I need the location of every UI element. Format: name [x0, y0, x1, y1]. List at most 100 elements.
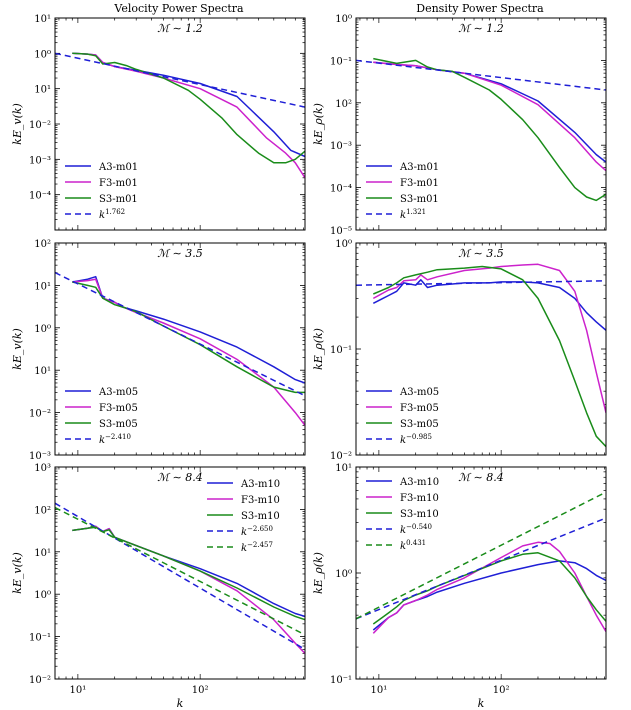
- legend-entry-s3-m01: S3-m01: [99, 194, 138, 205]
- series-line-s3-m05: [72, 281, 305, 394]
- panel-density-m8: 10¹ 10⁰ 10⁻¹ 10¹ 10² k kE_ρ(k) ℳ ∼ 8.4 A3-m10 F3-…: [312, 463, 607, 710]
- series-line-k-1-762: [55, 52, 305, 108]
- series-line-s3-m05: [373, 265, 606, 448]
- legend-entry-k-1-762: k1.762: [99, 208, 125, 221]
- y-axis-label: kE_v(k): [11, 103, 24, 145]
- y-tick-label: 10⁻¹: [330, 345, 352, 356]
- legend-entry-a3-m10: A3-m10: [399, 477, 439, 488]
- y-tick-label: 10⁻³: [29, 451, 51, 462]
- plot-frame: [355, 242, 607, 456]
- panel-mach-label: ℳ ∼ 8.4: [157, 471, 202, 484]
- col-title-density: Density Power Spectra: [416, 2, 544, 15]
- y-tick-label: 10⁻⁴: [29, 191, 51, 202]
- legend-entry-k-2-410: k−2.410: [99, 433, 131, 446]
- y-tick-label: 10⁰: [34, 324, 51, 335]
- y-tick-label: 10⁰: [335, 239, 352, 250]
- y-tick-label: 10⁰: [34, 49, 51, 60]
- series-line-k-0-431: [356, 491, 606, 620]
- y-tick-label: 10⁻²: [29, 409, 51, 420]
- plot-frame: [355, 466, 607, 680]
- legend-entry-a3-m05: A3-m05: [399, 387, 439, 398]
- panel-mach-label: ℳ ∼ 8.4: [458, 471, 503, 484]
- legend: A3-m01 F3-m01 S3-m01 k1.762: [65, 162, 138, 221]
- legend-entry-k-0-431: k0.431: [400, 539, 426, 552]
- y-axis-label: kE_v(k): [11, 552, 24, 594]
- y-tick-label: 10¹: [34, 281, 51, 292]
- y-tick-label: 10⁻³: [29, 155, 51, 166]
- y-tick-label: 10⁻¹: [330, 675, 352, 686]
- y-tick-label: 10⁻²: [330, 451, 352, 462]
- series-line-f3-m05: [372, 263, 606, 413]
- series-line-k-2-410: [55, 271, 305, 397]
- y-tick-label: 10⁻¹: [29, 633, 51, 644]
- legend-entry-k-2-457: k−2.457: [241, 541, 273, 554]
- legend-entry-a3-m01: A3-m01: [98, 162, 138, 173]
- series-line-a3-m10: [72, 525, 305, 618]
- y-tick-label: 10²: [34, 505, 51, 516]
- panel-density-m3: 10⁰ 10⁻¹ 10⁻² kE_ρ(k) ℳ ∼ 3.5 A3-m05 F3-m05 S3-…: [312, 239, 607, 462]
- legend-entry-f3-m05: F3-m05: [99, 403, 138, 414]
- legend-entry-f3-m10: F3-m10: [400, 493, 439, 504]
- legend-entry-s3-m01: S3-m01: [400, 194, 439, 205]
- y-tick-label: 10⁻⁴: [330, 184, 352, 195]
- y-tick-label: 10¹: [34, 548, 51, 559]
- legend-entry-f3-m10: F3-m10: [241, 495, 280, 506]
- legend-entry-k-0-985: k−0.985: [400, 433, 432, 446]
- panel-mach-label: ℳ ∼ 1.2: [458, 22, 503, 35]
- panel-mach-label: ℳ ∼ 3.5: [157, 247, 202, 260]
- series-line-a3-m01: [373, 61, 606, 163]
- y-tick-label: 10⁻¹: [330, 56, 352, 67]
- y-tick-label: 10¹: [335, 463, 352, 474]
- plot-frame: [355, 17, 607, 231]
- legend-entry-s3-m10: S3-m10: [241, 511, 280, 522]
- y-tick-label: 10¹: [34, 366, 51, 377]
- legend-entry-f3-m01: F3-m01: [99, 178, 138, 189]
- y-axis-label: kE_v(k): [11, 328, 24, 370]
- series-line-f3-m01: [72, 52, 305, 179]
- legend-entry-a3-m01: A3-m01: [399, 162, 439, 173]
- legend-entry-f3-m05: F3-m05: [400, 403, 439, 414]
- y-tick-label: 10²: [34, 239, 51, 250]
- y-tick-label: 10¹: [34, 14, 51, 25]
- series-line-a3-m05: [72, 275, 305, 384]
- legend-entry-k-0-540: k−0.540: [400, 523, 432, 536]
- series-line-k-1-321: [356, 59, 606, 91]
- series-line-f3-m10: [372, 541, 606, 634]
- plot-frame: [54, 17, 306, 231]
- x-axis-label: k: [478, 697, 485, 710]
- y-tick-label: 10⁻²: [29, 675, 51, 686]
- legend-entry-k-1-321: k1.321: [400, 208, 426, 221]
- y-tick-label: 10⁻²: [29, 120, 51, 131]
- legend-entry-a3-m05: A3-m05: [98, 387, 138, 398]
- legend: A3-m05 F3-m05 S3-m05 k−0.985: [366, 387, 439, 446]
- series-line-k-2-650: [55, 502, 305, 651]
- series-line-s3-m01: [373, 57, 606, 202]
- y-tick-label: 10⁻⁵: [330, 226, 352, 237]
- series-line-a3-m05: [372, 279, 606, 331]
- legend: A3-m01 F3-m01 S3-m01 k1.321: [366, 162, 439, 221]
- series-line-k-0-540: [356, 517, 606, 620]
- legend: A3-m10 F3-m10 S3-m10 k−0.540 k0.431: [366, 477, 439, 552]
- y-axis-label: kE_ρ(k): [312, 328, 325, 370]
- legend-entry-f3-m01: F3-m01: [400, 178, 439, 189]
- series-line-s3-m01: [72, 52, 305, 164]
- x-tick-label: 10²: [493, 685, 510, 696]
- legend-entry-s3-m10: S3-m10: [400, 509, 439, 520]
- x-tick-label: 10¹: [70, 685, 87, 696]
- panel-velocity-m3: 10² 10¹ 10⁰ 10¹ 10⁻² 10⁻³ kE_v(k) ℳ ∼ 3.5 A3-m05…: [11, 239, 306, 462]
- y-axis-label: kE_ρ(k): [312, 552, 325, 594]
- series-line-f3-m01: [373, 61, 606, 172]
- panel-density-m1: 10⁰ 10⁻¹ 10² 10⁻³ 10⁻⁴ 10⁻⁵ kE_ρ(k) ℳ ∼ 1.2 A3-m…: [312, 14, 607, 237]
- y-tick-label: 10¹: [34, 85, 51, 96]
- col-title-velocity: Velocity Power Spectra: [113, 2, 244, 15]
- y-tick-label: 10²: [335, 99, 352, 110]
- legend-entry-s3-m05: S3-m05: [99, 419, 138, 430]
- plot-frame: [54, 242, 306, 456]
- x-tick-label: 10¹: [371, 685, 388, 696]
- legend-entry-k-2-650: k−2.650: [241, 525, 273, 538]
- panel-mach-label: ℳ ∼ 1.2: [157, 22, 202, 35]
- y-tick-label: 10³: [34, 463, 51, 474]
- y-axis-label: kE_ρ(k): [312, 103, 325, 145]
